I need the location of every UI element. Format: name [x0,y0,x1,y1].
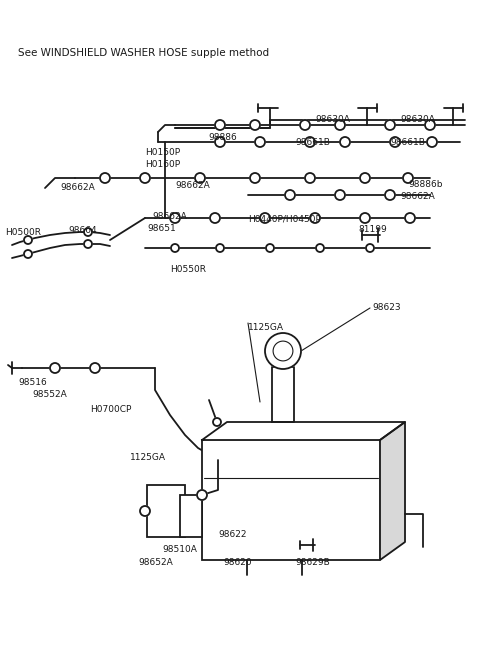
Text: 81199: 81199 [358,225,387,234]
Circle shape [24,236,32,244]
Circle shape [360,173,370,183]
Circle shape [316,244,324,252]
Circle shape [197,490,207,500]
Circle shape [266,244,274,252]
Circle shape [84,240,92,248]
Circle shape [195,173,205,183]
Circle shape [210,213,220,223]
Text: 98552A: 98552A [32,390,67,399]
Text: 98662A: 98662A [400,192,435,201]
Text: H0550R: H0550R [170,265,206,274]
Text: 98516: 98516 [18,378,47,387]
Text: 98661B: 98661B [390,138,425,147]
Text: 1125GA: 1125GA [130,453,166,462]
Circle shape [265,333,301,369]
Circle shape [250,173,260,183]
Circle shape [100,173,110,183]
Text: 98886b: 98886b [408,180,443,189]
Circle shape [285,190,295,200]
Circle shape [215,137,225,147]
Circle shape [305,137,315,147]
Circle shape [427,137,437,147]
Text: H0700CP: H0700CP [90,405,132,414]
Circle shape [340,137,350,147]
Circle shape [300,120,310,130]
Bar [180,495,202,537]
Text: See WINDSHIELD WASHER HOSE supple method: See WINDSHIELD WASHER HOSE supple method [18,48,269,58]
Text: 98886: 98886 [208,133,237,142]
Text: H0150P: H0150P [145,148,180,157]
Circle shape [213,418,221,426]
Text: 98623: 98623 [372,303,401,312]
Circle shape [403,173,413,183]
Circle shape [360,213,370,223]
Circle shape [24,250,32,258]
Circle shape [335,120,345,130]
Text: 98662A: 98662A [152,212,187,221]
Circle shape [170,213,180,223]
Polygon shape [380,422,405,560]
Circle shape [84,228,92,236]
Text: H0500R: H0500R [5,228,41,237]
Circle shape [273,341,293,361]
Text: 98622: 98622 [218,530,247,539]
Circle shape [250,120,260,130]
Text: 98662A: 98662A [175,181,210,190]
Text: 98629B: 98629B [295,558,330,567]
Text: 98630A: 98630A [315,115,350,124]
Circle shape [310,213,320,223]
Circle shape [385,120,395,130]
Text: 98630A: 98630A [400,115,435,124]
Text: H0160P: H0160P [145,160,180,169]
Circle shape [405,213,415,223]
Circle shape [216,244,224,252]
Text: 98662A: 98662A [60,183,95,192]
Circle shape [171,244,179,252]
Circle shape [90,363,100,373]
Text: 98661B: 98661B [295,138,330,147]
Bar [202,440,380,560]
Circle shape [305,173,315,183]
Text: 98664: 98664 [68,226,96,235]
Circle shape [140,506,150,516]
Text: H0440P/H0450P: H0440P/H0450P [248,215,321,224]
Polygon shape [202,422,405,440]
Circle shape [50,363,60,373]
Circle shape [425,120,435,130]
Bar [147,485,185,537]
Circle shape [260,213,270,223]
Circle shape [385,190,395,200]
Circle shape [215,120,225,130]
Text: 98651: 98651 [147,224,176,233]
Circle shape [140,173,150,183]
Text: 98620: 98620 [223,558,252,567]
Text: 1125GA: 1125GA [248,323,284,332]
Circle shape [335,190,345,200]
Circle shape [255,137,265,147]
Circle shape [366,244,374,252]
Circle shape [390,137,400,147]
Text: 98510A: 98510A [162,545,197,554]
Text: 98652A: 98652A [138,558,173,567]
